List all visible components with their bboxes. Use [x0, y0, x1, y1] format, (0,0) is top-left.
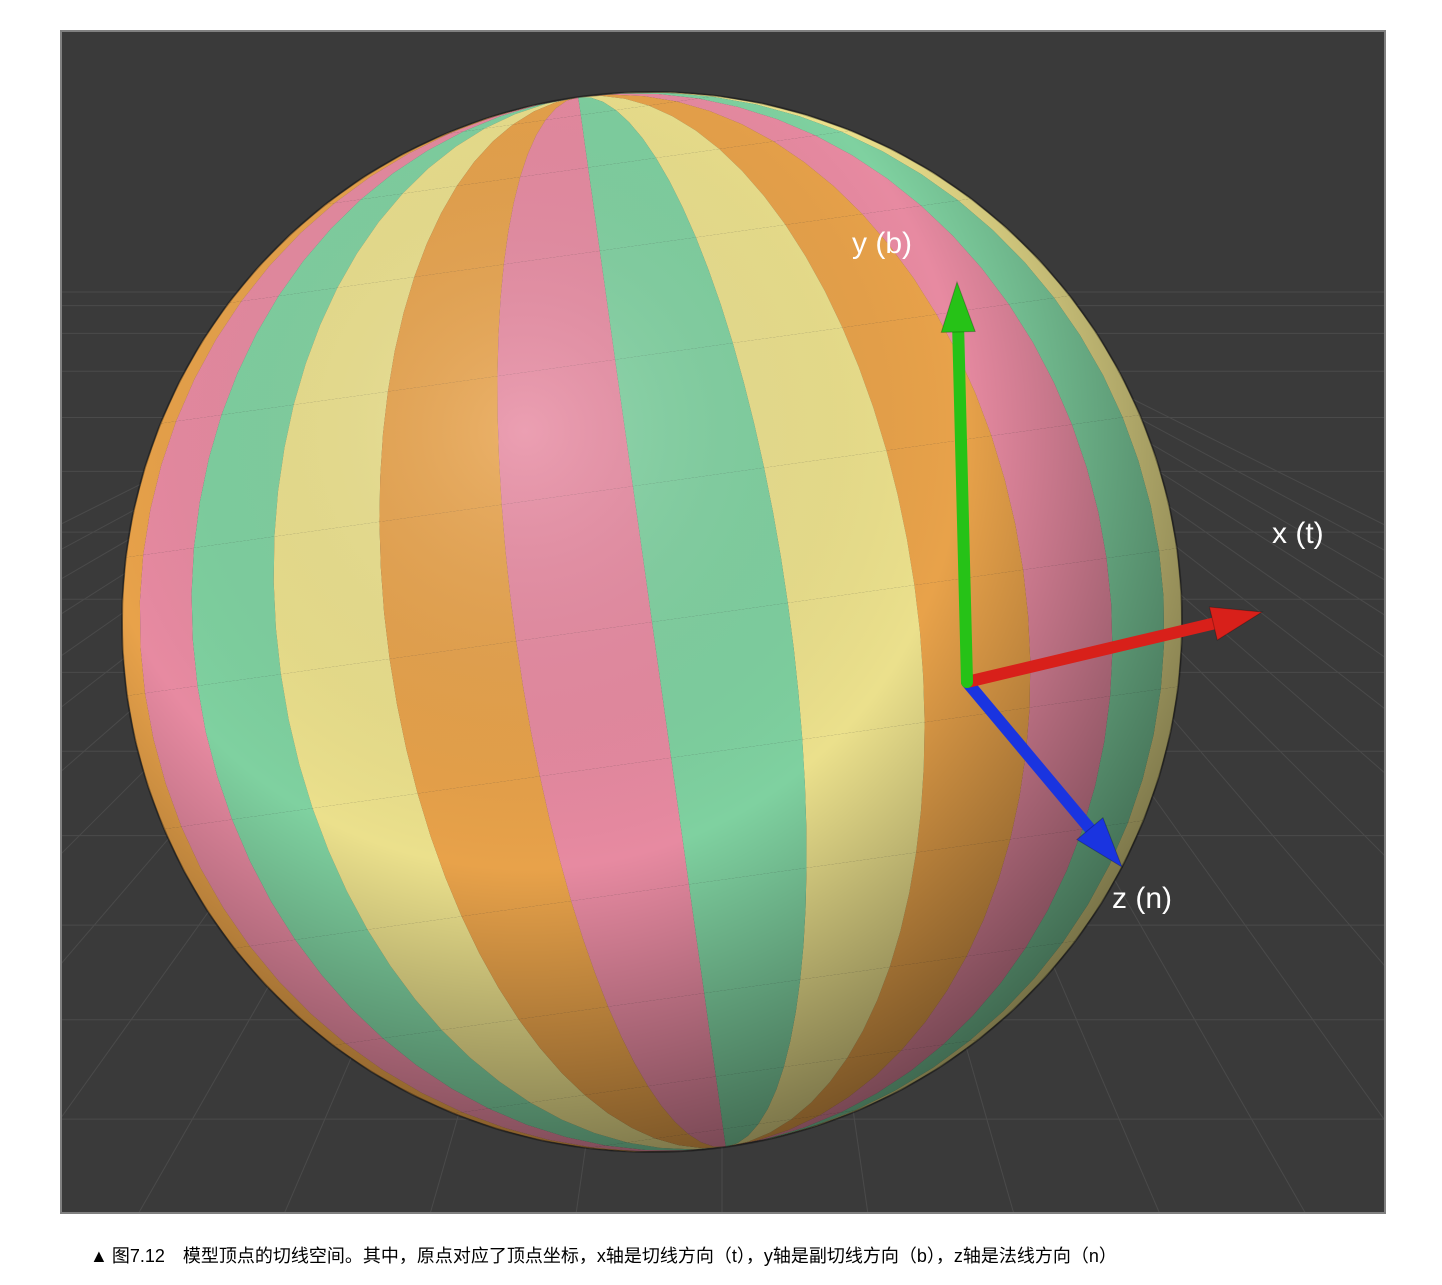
- axis-label-z: z (n): [1112, 882, 1172, 916]
- figure-caption: ▲图7.12 模型顶点的切线空间。其中，原点对应了顶点坐标，x轴是切线方向（t），…: [60, 1242, 1382, 1268]
- caption-number: 图7.12: [112, 1246, 165, 1266]
- caption-triangle: ▲: [90, 1246, 108, 1266]
- viewport-3d: y (b) x (t) z (n): [60, 30, 1386, 1214]
- caption-text: 模型顶点的切线空间。其中，原点对应了顶点坐标，x轴是切线方向（t），y轴是副切线…: [183, 1246, 1117, 1266]
- axis-label-y: y (b): [852, 227, 912, 261]
- axis-label-x: x (t): [1272, 517, 1324, 551]
- scene-svg: [62, 32, 1384, 1212]
- page: y (b) x (t) z (n) ▲图7.12 模型顶点的切线空间。其中，原点对…: [0, 0, 1442, 1285]
